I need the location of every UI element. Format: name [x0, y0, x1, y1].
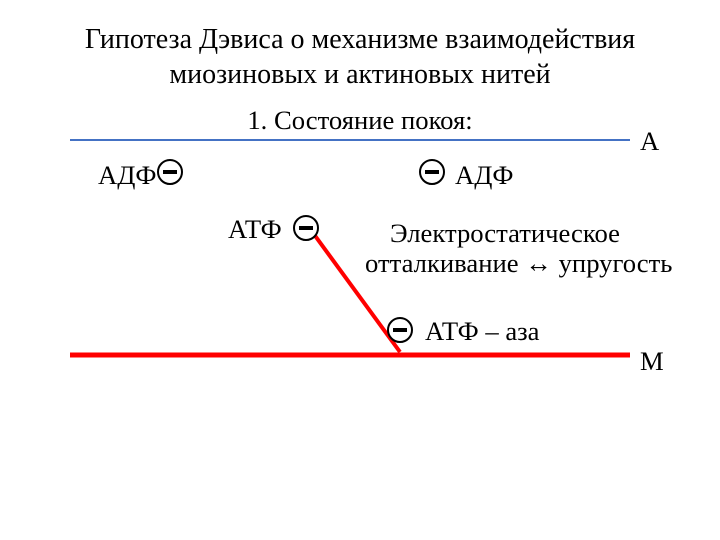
minus-icon: [293, 215, 319, 241]
cross-bridge-line: [305, 222, 400, 352]
label-adp-right: АДФ: [455, 160, 514, 191]
label-myosin-M: М: [640, 346, 664, 377]
label-atp: АТФ: [228, 214, 282, 245]
label-atpase: АТФ – аза: [425, 316, 540, 347]
minus-icon: [419, 159, 445, 185]
label-note-line1: Электростатическое: [390, 218, 620, 249]
label-note-line2: отталкивание ↔ упругость: [365, 248, 672, 279]
label-actin-A: А: [640, 126, 659, 157]
minus-icon: [387, 317, 413, 343]
diagram-stage: Гипотеза Дэвиса о механизме взаимодейств…: [0, 0, 720, 540]
label-adp-left: АДФ: [98, 160, 157, 191]
minus-icon: [157, 159, 183, 185]
